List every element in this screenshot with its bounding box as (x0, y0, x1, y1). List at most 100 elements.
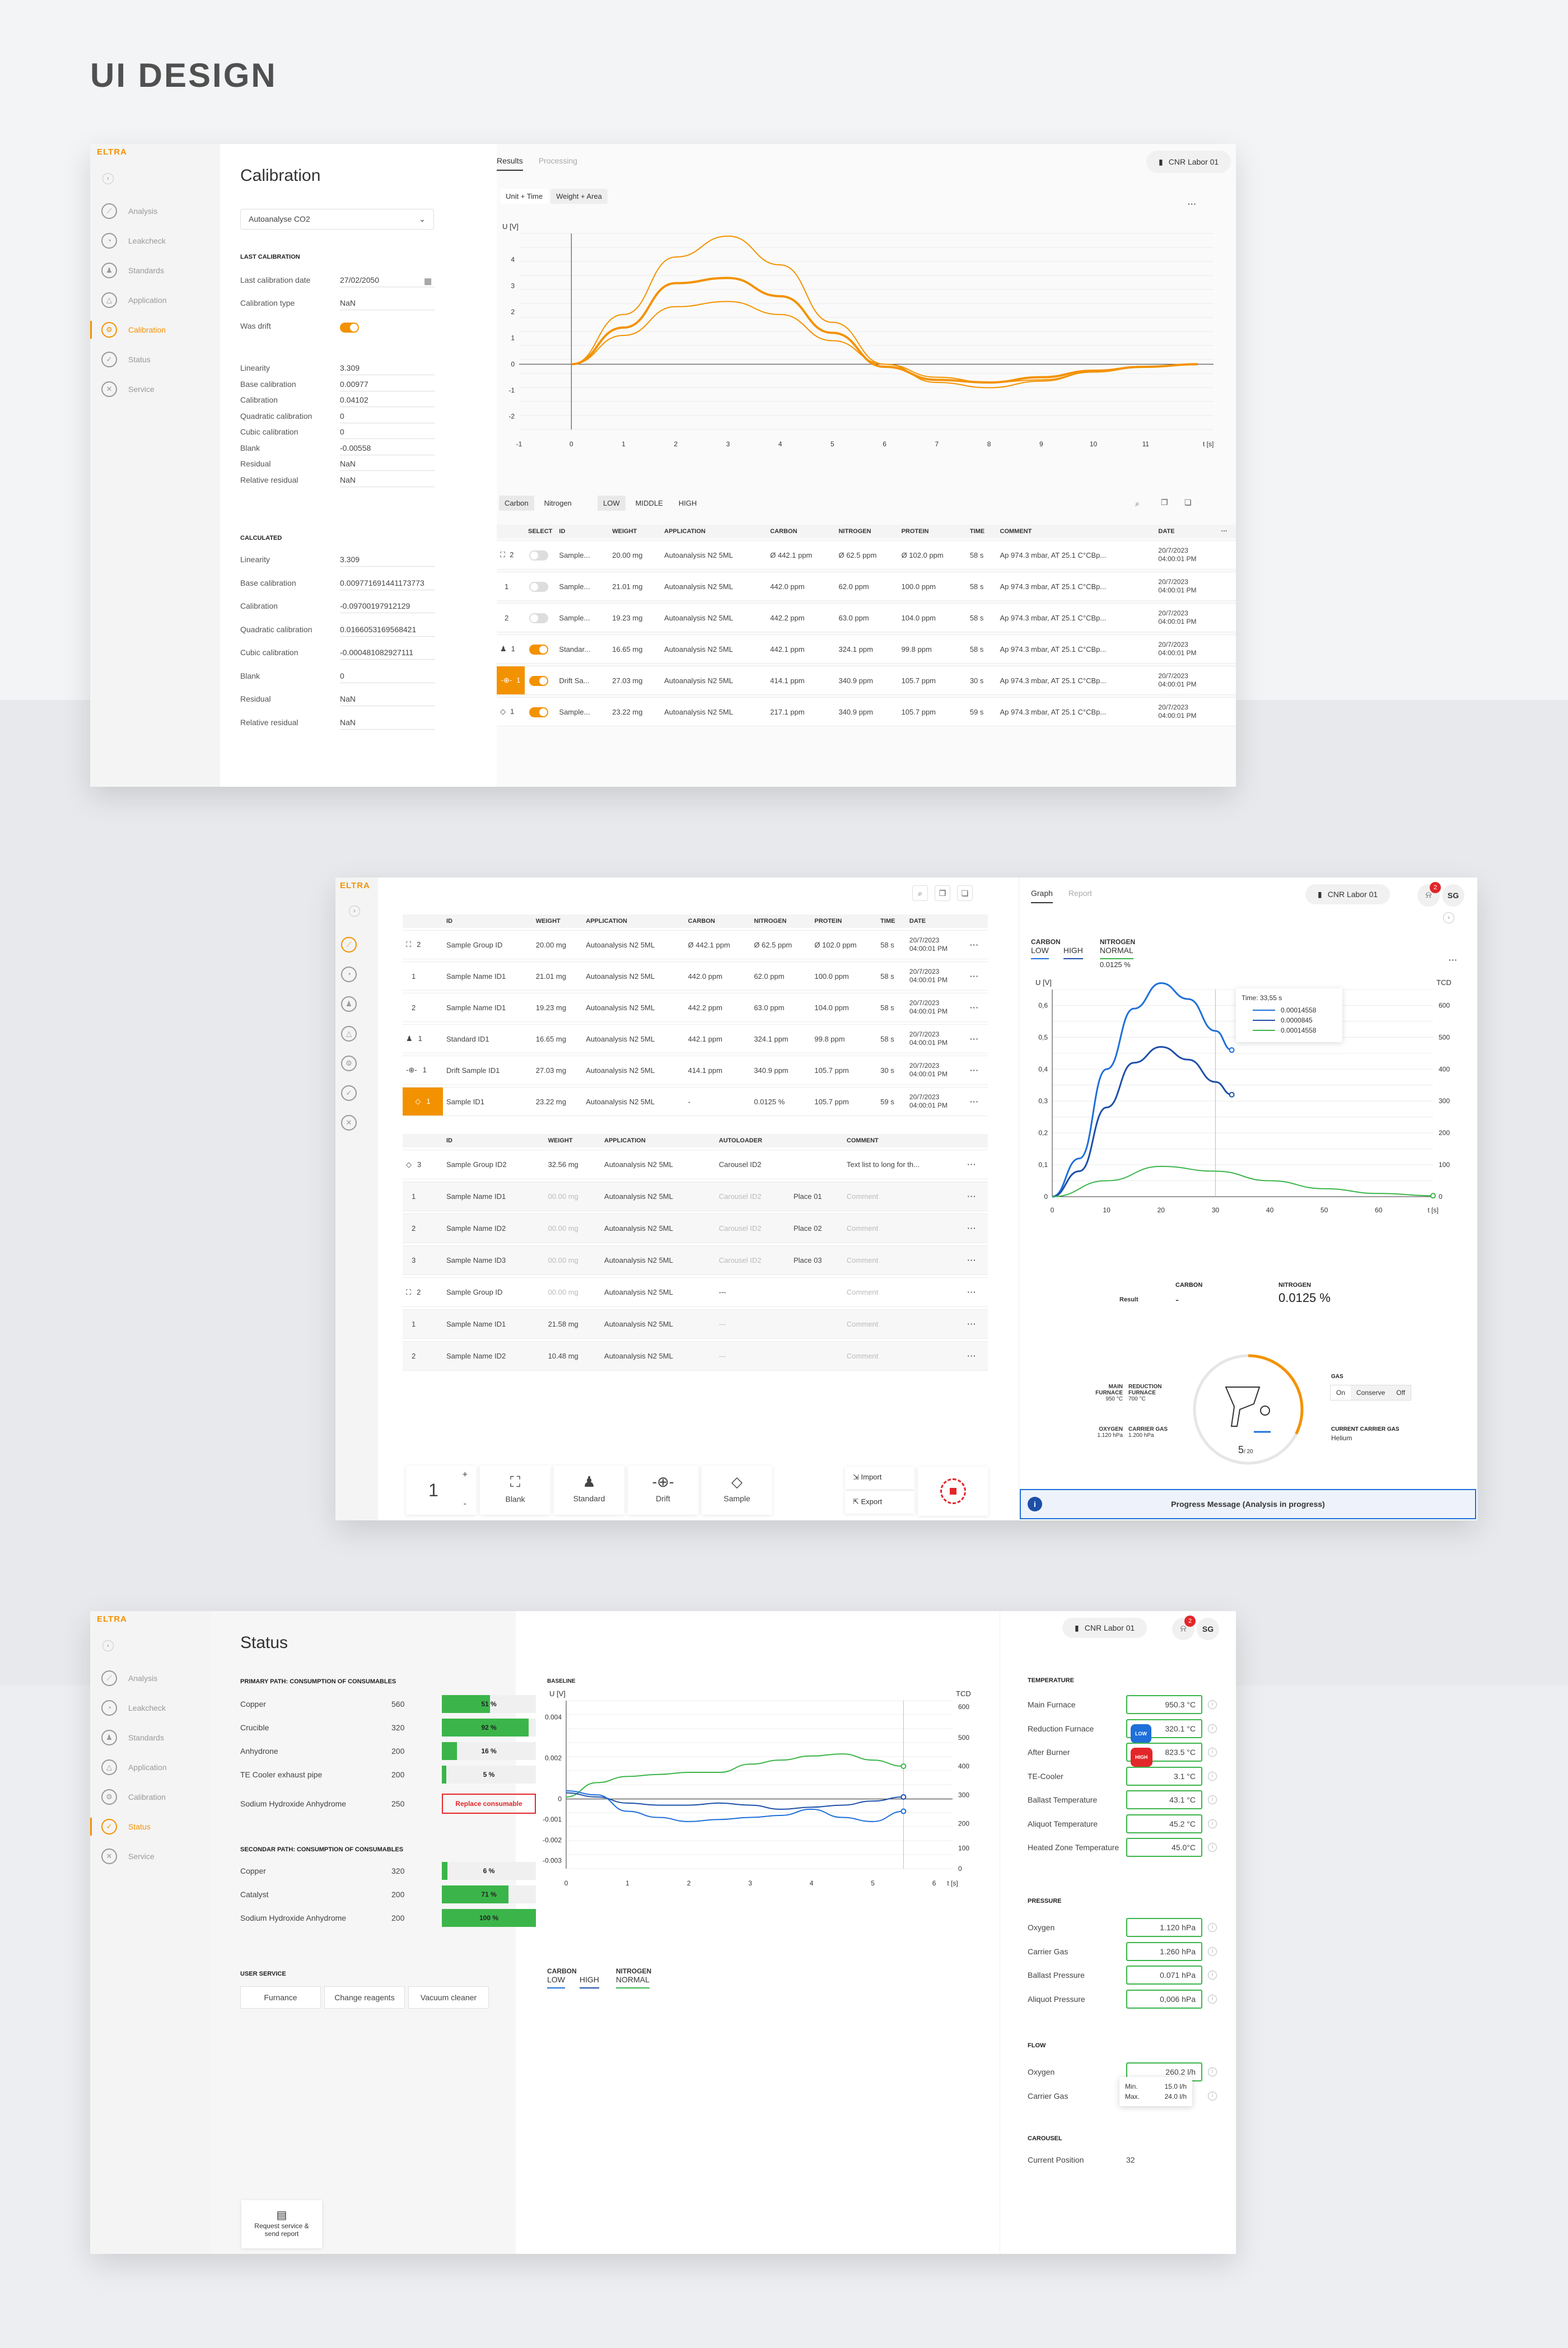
search-icon[interactable]: ⌕ (1135, 499, 1140, 508)
row-select-toggle[interactable] (529, 645, 548, 655)
info-icon[interactable]: i (1208, 1819, 1217, 1828)
row-menu-button[interactable]: ··· (964, 1245, 988, 1275)
row-menu-button[interactable]: ··· (964, 1277, 988, 1307)
table-row[interactable]: 2 Sample... 19.23 mg Autoanalysis N2 5ML 442… (497, 603, 1236, 632)
cell-comment[interactable]: Text list to long for th... (843, 1150, 964, 1179)
row-menu-button[interactable]: ··· (964, 1182, 988, 1211)
tab-graph[interactable]: Graph (1031, 889, 1053, 903)
copy-icon[interactable]: ❐ (1161, 498, 1168, 507)
info-icon[interactable]: i (1208, 2091, 1217, 2100)
import-button[interactable]: ⇲ Import (845, 1467, 914, 1489)
table-row[interactable]: -⊕- 1 Drift Sa... 27.03 mg Autoanalysis N2 5… (497, 666, 1236, 695)
calendar-icon[interactable]: ▦ (424, 277, 432, 286)
cell-application[interactable]: Autoanalysis N2 5ML (601, 1182, 716, 1211)
sidebar-item-status[interactable]: ✓ Status (101, 348, 202, 371)
gas-option-on[interactable]: On (1331, 1385, 1351, 1400)
table-row[interactable]: 1 Sample Name ID1 21.01 mg Autoanalysis N2 … (403, 961, 988, 991)
cell-place[interactable] (790, 1309, 843, 1339)
sample-counter[interactable]: 1 + - (406, 1465, 477, 1515)
sidebar-item-application[interactable]: △ Application (101, 289, 202, 311)
export-button[interactable]: ❏ (957, 885, 973, 901)
element-tab-carbon[interactable]: Carbon (499, 496, 534, 511)
add-blank-button[interactable]: ⛶ Blank (480, 1465, 550, 1515)
table-row[interactable]: ♟ 1 Standar... 16.65 mg Autoanalysis N2 5ML 4… (497, 634, 1236, 664)
row-select-toggle[interactable] (529, 613, 548, 623)
row-select-toggle[interactable] (529, 582, 548, 592)
sidebar-item-status[interactable]: ✓ Status (90, 1815, 202, 1838)
cell-place[interactable]: Place 01 (790, 1182, 843, 1211)
gas-option-off[interactable]: Off (1390, 1385, 1411, 1400)
cell-place[interactable] (790, 1277, 843, 1307)
range-tab-high[interactable]: HIGH (678, 499, 697, 507)
row-select[interactable] (525, 572, 556, 601)
row-menu-button[interactable] (1217, 603, 1236, 632)
view-toggle-unit-time[interactable]: Unit + Time (500, 189, 549, 204)
sidebar-item-service[interactable]: ✕ Service (101, 1845, 202, 1868)
location-chip[interactable]: ▮ CNR Labor 01 (1146, 151, 1231, 173)
cell-application[interactable]: Autoanalysis N2 5ML (601, 1150, 716, 1179)
col-menu[interactable]: ··· (1217, 525, 1236, 538)
cell-application[interactable]: Autoanalysis N2 5ML (601, 1245, 716, 1275)
add-standard-button[interactable]: ♟ Standard (554, 1465, 624, 1515)
chart-menu-button[interactable]: ··· (1188, 200, 1197, 208)
row-menu-button[interactable] (1217, 666, 1236, 695)
sidebar-item-analysis[interactable]: ⟋ Analysis (101, 1667, 202, 1689)
cell-application[interactable]: Autoanalysis N2 5ML (601, 1309, 716, 1339)
row-menu-button[interactable]: ··· (967, 1024, 988, 1053)
cell-place[interactable] (790, 1341, 843, 1371)
legend-item-low[interactable]: LOW (1031, 946, 1049, 959)
row-select-toggle[interactable] (529, 676, 548, 686)
collapse-sidebar-button[interactable]: ‹ (102, 173, 114, 184)
row-menu-button[interactable]: ··· (964, 1150, 988, 1179)
table-row[interactable]: ♟ 1 Standard ID1 16.65 mg Autoanalysis N2 5M… (403, 1024, 988, 1053)
user-service-furnance-button[interactable]: Furnance (240, 1986, 321, 2009)
add-sample-button[interactable]: ◇ Sample (702, 1465, 772, 1515)
row-menu-button[interactable] (1217, 697, 1236, 726)
table-row[interactable]: ◇ 1 Sample ID1 23.22 mg Autoanalysis N2 5ML -… (403, 1087, 988, 1116)
cell-autoloader[interactable]: Carousel ID2 (715, 1150, 790, 1179)
replace-consumable-button[interactable]: Replace consumable (442, 1794, 536, 1814)
row-menu-button[interactable]: ··· (964, 1213, 988, 1243)
sidebar-item-status[interactable]: ✓ (341, 1082, 442, 1104)
request-service-button[interactable]: ▤ Request service & send report (241, 2200, 322, 2248)
queue-row[interactable]: 1 Sample Name ID1 21.58 mg Autoanalysis N2 … (403, 1309, 988, 1339)
view-toggle-weight-area[interactable]: Weight + Area (550, 189, 608, 204)
sidebar-item-service[interactable]: ✕ (341, 1112, 442, 1134)
sidebar-item-leakcheck[interactable]: ◔ (341, 963, 442, 986)
row-select[interactable] (525, 697, 556, 726)
queue-row[interactable]: ◇ 3 Sample Group ID2 32.56 mg Autoanalysis N… (403, 1150, 988, 1179)
info-icon[interactable]: i (1208, 1994, 1217, 2004)
legend-item-low[interactable]: LOW (547, 1975, 565, 1988)
sidebar-item-service[interactable]: ✕ Service (101, 378, 202, 400)
queue-row[interactable]: ⛶ 2 Sample Group ID 00.00 mg Autoanalysis N2… (403, 1277, 988, 1307)
cell-place[interactable] (790, 1150, 843, 1179)
user-service-vacuum-cleaner-button[interactable]: Vacuum cleaner (408, 1986, 489, 2009)
cell-application[interactable]: Autoanalysis N2 5ML (601, 1341, 716, 1371)
cell-weight[interactable]: 00.00 mg (544, 1277, 601, 1307)
user-service-change-reagents-button[interactable]: Change reagents (324, 1986, 405, 2009)
cell-weight[interactable]: 32.56 mg (544, 1150, 601, 1179)
tab-processing[interactable]: Processing (538, 156, 577, 165)
sidebar-item-leakcheck[interactable]: ◔ Leakcheck (101, 1697, 202, 1719)
expand-panel-button[interactable]: › (1443, 912, 1454, 923)
info-icon[interactable]: i (1208, 1843, 1217, 1852)
cell-autoloader[interactable]: --- (715, 1309, 790, 1339)
cell-comment[interactable]: Comment (843, 1182, 964, 1211)
notification-bell-icon[interactable]: ⍾ 2 (1417, 882, 1441, 907)
sidebar-item-calibration[interactable]: ⚙ Calibration (101, 1786, 202, 1808)
row-menu-button[interactable]: ··· (967, 1087, 988, 1116)
add-drift-button[interactable]: -⊕- Drift (628, 1465, 698, 1515)
info-icon[interactable]: i (1208, 2067, 1217, 2076)
cell-place[interactable]: Place 03 (790, 1245, 843, 1275)
cell-weight[interactable]: 00.00 mg (544, 1182, 601, 1211)
row-select[interactable] (525, 666, 556, 695)
cell-weight[interactable]: 00.00 mg (544, 1213, 601, 1243)
cell-autoloader[interactable]: --- (715, 1341, 790, 1371)
sidebar-item-analysis[interactable]: ⟋ (341, 933, 442, 956)
decrement-icon[interactable]: - (463, 1499, 466, 1509)
row-menu-button[interactable] (1217, 540, 1236, 570)
legend-item-normal[interactable]: NORMAL (615, 1975, 650, 1988)
range-tab-low[interactable]: LOW (598, 496, 626, 511)
info-icon[interactable]: i (1208, 1971, 1217, 1980)
table-row[interactable]: ⛶ 2 Sample... 20.00 mg Autoanalysis N2 5ML Ø … (497, 540, 1236, 570)
